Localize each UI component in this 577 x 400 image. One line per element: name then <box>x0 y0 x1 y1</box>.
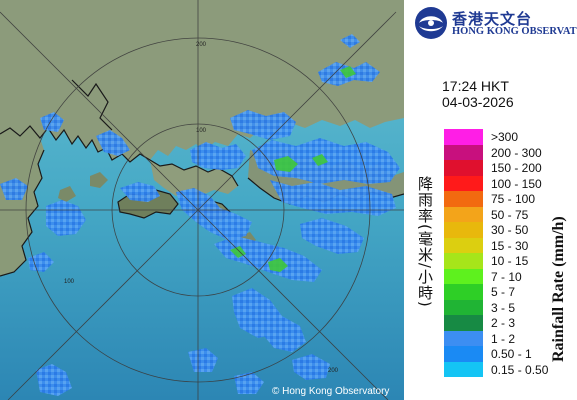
legend-label: 75 - 100 <box>491 192 536 206</box>
legend-label: 100 - 150 <box>491 176 542 191</box>
legend-label: 10 - 15 <box>491 254 529 268</box>
legend-swatch <box>444 206 483 222</box>
legend-row: 0.50 - 1 <box>444 346 576 362</box>
legend-row: 2 - 3 <box>444 315 576 331</box>
legend-row: 10 - 15 <box>444 253 576 269</box>
legend-swatch <box>444 284 483 300</box>
legend-label: 3 - 5 <box>491 300 516 315</box>
legend-row: 5 - 7 <box>444 284 576 300</box>
legend-swatch <box>444 191 483 207</box>
observation-time: 17:24 HKT <box>442 78 509 94</box>
range-label-south: 200 <box>328 368 339 374</box>
legend-label: 150 - 200 <box>491 161 542 175</box>
legend-row: 0.15 - 0.50 <box>444 361 576 377</box>
legend-row: 100 - 150 <box>444 175 576 191</box>
legend-label: >300 <box>491 130 519 144</box>
legend-label: 15 - 30 <box>491 238 529 253</box>
legend-swatch <box>444 160 483 176</box>
legend-swatch <box>444 175 483 191</box>
legend-label: 1 - 2 <box>491 331 516 346</box>
legend-row: 1 - 2 <box>444 330 576 346</box>
legend-title-zh: 降雨率(毫米/小時) <box>416 176 434 308</box>
legend-swatch <box>444 268 483 284</box>
legend-label: 30 - 50 <box>491 223 529 237</box>
legend-row: >300 <box>444 129 576 145</box>
range-labels: 200 100 100 200 <box>64 42 339 374</box>
copyright-text: © Hong Kong Observatory <box>272 386 389 397</box>
legend-panel: 香港天文台 HONG KONG OBSERVATORY 17:24 HKT 04… <box>404 0 577 400</box>
legend-row: 3 - 5 <box>444 299 576 315</box>
legend-row: 30 - 50 <box>444 222 576 238</box>
logo-title-zh: 香港天文台 <box>452 10 533 28</box>
logo-title-en: HONG KONG OBSERVATORY <box>452 26 577 37</box>
legend-label: 2 - 3 <box>491 316 516 330</box>
land-west-peninsula <box>0 126 44 276</box>
legend-row: 50 - 75 <box>444 206 576 222</box>
legend-swatch <box>444 237 483 253</box>
legend-swatch <box>444 253 483 269</box>
hko-emblem-icon <box>415 7 447 39</box>
legend-label: 50 - 75 <box>491 207 529 222</box>
range-rings <box>0 0 404 400</box>
legend-label: 0.15 - 0.50 <box>491 362 549 377</box>
legend-title-en: Rainfall Rate (mm/h) <box>550 216 567 362</box>
observation-date: 04-03-2026 <box>442 94 514 110</box>
radar-heavy-cores <box>230 66 356 272</box>
legend-swatch <box>444 346 483 362</box>
legend-row: 200 - 300 <box>444 144 576 160</box>
radar-map: 200 100 100 200 © Hong Kong Observatory <box>0 0 404 400</box>
legend-label: 200 - 300 <box>491 145 542 160</box>
legend-row: 75 - 100 <box>444 191 576 207</box>
range-label-north: 100 <box>196 128 207 134</box>
range-label-top: 200 <box>196 42 207 48</box>
legend-label: 0.50 - 1 <box>491 347 532 361</box>
legend-swatch <box>444 299 483 315</box>
legend-row: 7 - 10 <box>444 268 576 284</box>
legend-swatch <box>444 330 483 346</box>
legend-swatch <box>444 222 483 238</box>
legend-row: 150 - 200 <box>444 160 576 176</box>
land-mainland <box>0 0 404 162</box>
legend-swatch <box>444 361 483 377</box>
legend-label: 7 - 10 <box>491 269 522 284</box>
legend-swatch <box>444 315 483 331</box>
legend-row: 15 - 30 <box>444 237 576 253</box>
rainfall-legend: >300 200 - 300 150 - 200 100 - 150 75 - 100 5… <box>444 129 576 377</box>
legend-swatch <box>444 144 483 160</box>
legend-swatch <box>444 129 483 145</box>
legend-label: 5 - 7 <box>491 285 516 299</box>
hko-logo: 香港天文台 HONG KONG OBSERVATORY <box>414 6 577 40</box>
range-label-west: 100 <box>64 279 75 285</box>
